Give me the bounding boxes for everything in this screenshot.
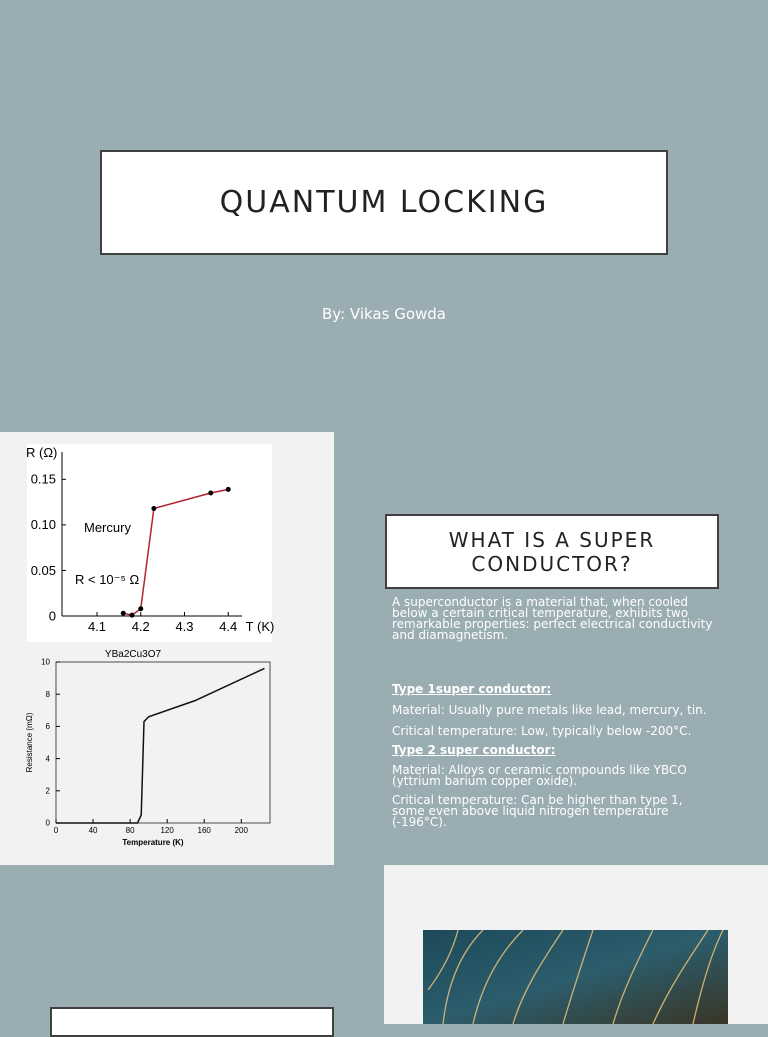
paragraph: Critical temperature: Low, typically bel… [392,724,692,738]
x-tick-label: 4.1 [88,619,106,634]
y-tick-label: 0.05 [31,563,56,578]
data-point [151,505,157,511]
y-tick-label: 2 [46,786,51,795]
x-tick-label: 120 [160,826,174,835]
next-box [50,1007,334,1037]
x-label: T (K) [246,619,275,634]
charts: 4.1 4.2 4.3 4.4 0 0.05 0.10 0.15 T (K) R (Ω) Mercu… [25,445,275,847]
section-title: WHAT IS A SUPER CONDUCTOR? [448,527,656,576]
heading: Type 2 super conductor: [392,743,556,757]
x-tick-label: 4.4 [219,619,237,634]
title-box: QUANTUM LOCKING [100,150,668,255]
subtitle: By: Vikas Gowda [322,305,446,323]
chart-title: YBa2Cu3O7 [105,649,162,660]
x-tick-label: 80 [126,826,135,835]
y-tick-label: 0 [46,819,51,828]
y-label: R (Ω) [26,445,57,460]
x-tick-label: 4.2 [132,619,150,634]
title: QUANTUM LOCKING [219,185,549,220]
data-point [120,610,126,616]
x-tick-label: 0 [54,826,59,835]
y-tick-label: 0.10 [31,517,56,532]
section-box: WHAT IS A SUPER CONDUCTOR? [385,514,719,589]
data-line [123,488,229,616]
paragraph: A superconductor is a material that, whe… [392,595,713,642]
heading: Type 1super conductor: [392,682,552,696]
photo [423,930,728,1024]
data-point [208,490,214,496]
plot-frame [55,661,271,824]
x-tick-label: 40 [89,826,98,835]
paragraph: Critical temperature: Can be higher than… [392,793,683,829]
data-line [56,667,265,824]
annotation: Mercury [84,520,131,535]
data-point [138,606,144,612]
y-tick-label: 10 [41,658,50,667]
y-label: Resistance (mΩ) [25,712,34,772]
annotation: R < 10⁻⁵ Ω [75,572,140,587]
x-label: Temperature (K) [122,838,184,847]
data-point [225,486,231,492]
data-point [129,612,135,618]
y-tick-label: 0.15 [31,472,56,487]
y-tick-label: 4 [46,754,51,763]
y-tick-label: 8 [46,690,51,699]
paragraph: Material: Usually pure metals like lead,… [392,703,707,717]
paragraph: Material: Alloys or ceramic compounds li… [392,763,687,788]
y-tick-label: 6 [46,722,51,731]
x-tick-label: 200 [235,826,249,835]
y-tick-label: 0 [49,608,56,623]
x-tick-label: 160 [198,826,212,835]
x-tick-label: 4.3 [175,619,193,634]
